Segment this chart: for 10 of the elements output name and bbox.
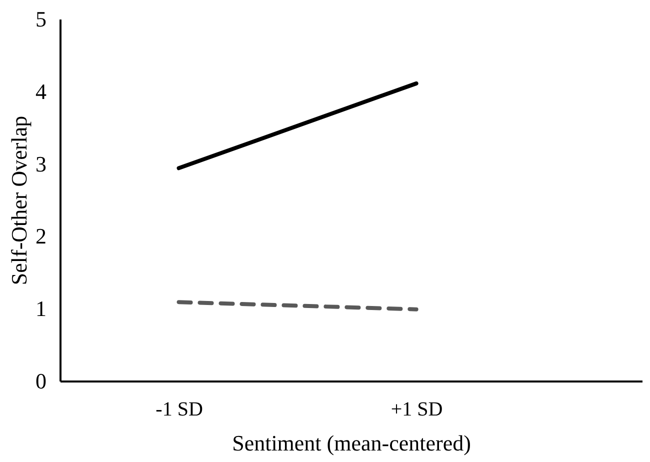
y-tick-label: 1 (36, 296, 46, 322)
y-tick-label: 3 (36, 151, 46, 176)
y-axis-title: Self-Other Overlap (6, 116, 32, 286)
x-tick-label: +1 SD (390, 398, 443, 420)
y-tick-label: 2 (36, 224, 46, 249)
x-tick-label: -1 SD (156, 398, 203, 420)
y-tick-label: 0 (36, 368, 46, 394)
y-tick-label: 5 (36, 6, 46, 32)
x-axis-title: Sentiment (mean-centered) (232, 430, 471, 456)
y-tick-label: 4 (36, 78, 46, 104)
